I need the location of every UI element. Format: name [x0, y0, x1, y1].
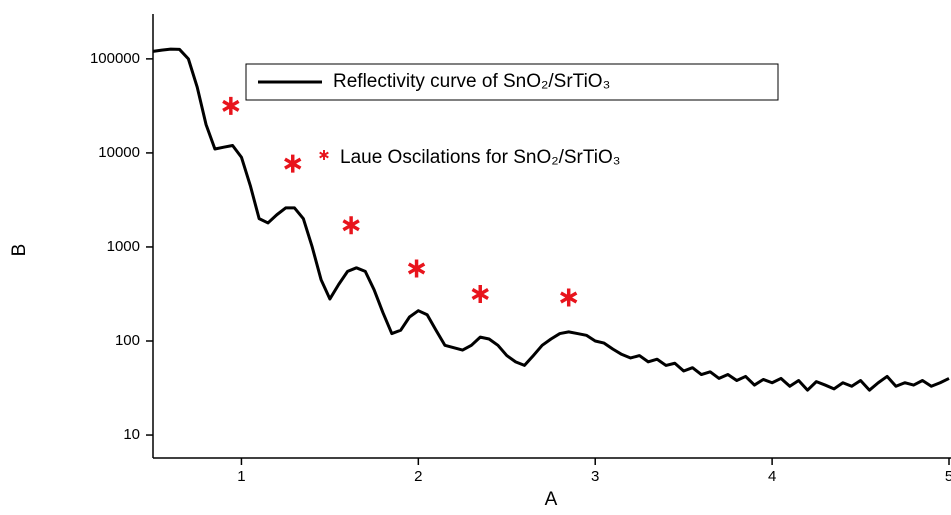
- marker: [471, 285, 489, 304]
- marker: [222, 96, 240, 115]
- x-tick-label: 3: [591, 468, 599, 485]
- data-line: [152, 47, 950, 392]
- marker: [342, 216, 360, 235]
- legend-label: Laue Oscilations for SnO₂/SrTiO₃: [340, 147, 621, 168]
- x-axis-label: A: [545, 489, 558, 510]
- x-tick-label: 5: [945, 468, 951, 485]
- y-tick-label: 10: [123, 426, 140, 443]
- y-tick-label: 1000: [107, 238, 140, 255]
- legend-box: [245, 63, 779, 101]
- marker: [284, 154, 302, 173]
- y-tick-label: 10000: [98, 144, 140, 161]
- legend-label: Reflectivity curve of SnO₂/SrTiO₃: [333, 71, 610, 92]
- x-tick-label: 1: [237, 468, 245, 485]
- x-tick-label: 2: [414, 468, 422, 485]
- y-tick-label: 100000: [90, 50, 140, 67]
- marker: [560, 288, 578, 307]
- y-axis-label: B: [9, 244, 30, 257]
- marker: [407, 259, 426, 278]
- x-tick-label: 4: [768, 468, 776, 485]
- legend-swatch: [319, 150, 329, 160]
- y-tick-label: 100: [115, 332, 140, 349]
